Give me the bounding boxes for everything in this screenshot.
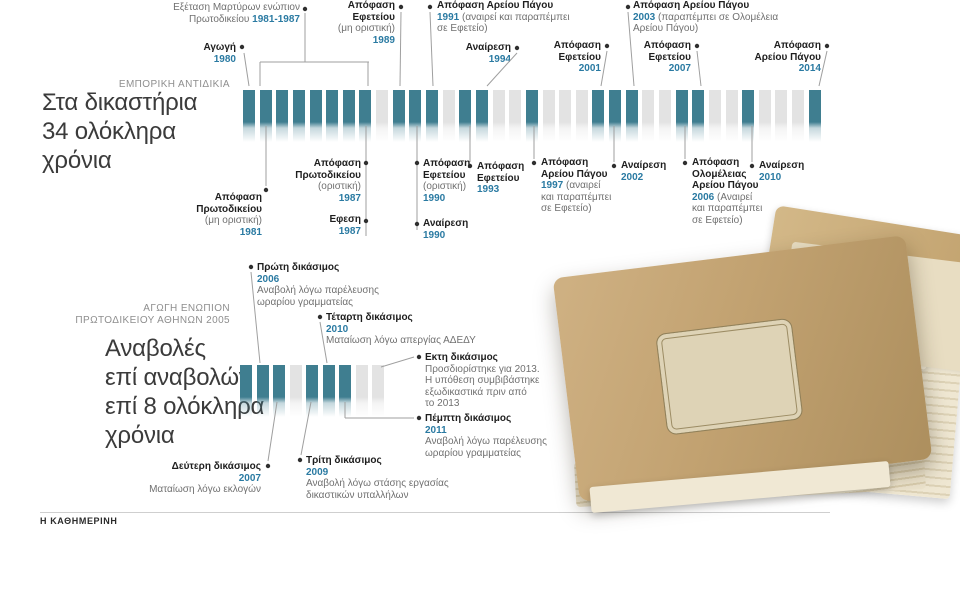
annotation-areios-pagos-1997: Απόφαση Αρείου Πάγου 1997 (αναιρεί και παρα… [541, 157, 612, 214]
year-bar-1993 [459, 90, 472, 142]
annotation-anairesi-1994: Αναίρεση 1994 [465, 42, 511, 65]
year-bar-1988 [376, 90, 389, 142]
year-bar-1995 [492, 90, 505, 142]
year-bar-1985 [326, 90, 339, 142]
year-bar-2008 [708, 90, 721, 142]
annotation-protodikeio-1981: Απόφαση Πρωτοδικείου (μη οριστική) 1981 [196, 192, 262, 238]
year-bar-2011 [758, 90, 771, 142]
annotation-areios-pagos-2014: Απόφαση Αρείου Πάγου 2014 [754, 40, 822, 74]
year-bar-1990 [409, 90, 422, 142]
annotation-witness-1981-1987: Εξέταση Μαρτύρων ενώπιον Πρωτοδικείου 198… [173, 2, 300, 25]
timeline1-bars [243, 90, 825, 142]
year-bar-2007 [692, 90, 705, 142]
annotation-efeteio-1989: Απόφαση Εφετείου (μη οριστική) 1989 [337, 0, 395, 46]
folders-photo [550, 205, 960, 518]
footer-divider [40, 512, 830, 513]
annotation-protodikeio-1987: Απόφαση Πρωτοδικείου (οριστική) 1987 [295, 158, 361, 204]
annotation-hearing1-2006: Πρώτη δικάσιμος 2006 Αναβολή λόγω παρέλευσ… [257, 262, 379, 308]
year-bar-2004 [642, 90, 655, 142]
footer-brand: Η ΚΑΘΗΜΕΡΙΝΗ [40, 516, 118, 526]
year-bar-2002 [609, 90, 622, 142]
year-bar-1984 [309, 90, 322, 142]
section1-title: Στα δικαστήρια 34 ολόκληρα χρόνια [42, 89, 198, 174]
year-bar-1992 [442, 90, 455, 142]
annotation-areios-pagos-1991: Απόφαση Αρείου Πάγου 1991 (αναιρεί και πα… [437, 0, 570, 34]
year-bar-2001 [592, 90, 605, 142]
year-bar-2006 [256, 365, 269, 417]
year-bar-1980 [243, 90, 255, 142]
year-bar-2009 [306, 365, 318, 417]
year-bar-1983 [292, 90, 305, 142]
year-bar-2003 [625, 90, 638, 142]
annotation-hearing6-2013: Εκτη δικάσιμος Προσδιορίστηκε για 2013. Η … [425, 352, 540, 409]
annotation-anairesi-1990: Αναίρεση 1990 [423, 218, 469, 241]
year-bar-2013 [372, 365, 384, 417]
year-bar-2010 [742, 90, 755, 142]
year-bar-1999 [559, 90, 572, 142]
year-bar-1991 [426, 90, 439, 142]
year-bar-2011 [339, 365, 351, 417]
annotation-hearing5-2011: Πέμπτη δικάσιμος 2011 Αναβολή λόγω παρέλευ… [425, 413, 547, 459]
year-bar-2010 [322, 365, 335, 417]
annotation-efeteio-1993: Απόφαση Εφετείου 1993 [477, 161, 525, 195]
year-bar-1994 [475, 90, 488, 142]
annotation-areios-pagos-2003: Απόφαση Αρείου Πάγου 2003 (παραπέμπει σε … [633, 0, 779, 34]
annotation-anairesi-2002: Αναίρεση 2002 [621, 160, 667, 183]
annotation-lawsuit-1980: Αγωγή 1980 [203, 42, 236, 65]
annotation-efeteio-1990: Απόφαση Εφετείου (οριστική) 1990 [423, 158, 471, 204]
year-bar-2009 [725, 90, 738, 142]
timeline2-bars [240, 365, 385, 417]
annotation-hearing2-2007: Δεύτερη δικάσιμος 2007 Ματαίωση λόγω εκλογ… [149, 461, 261, 495]
year-bar-2007 [273, 365, 285, 417]
year-bar-1981 [259, 90, 272, 142]
year-bar-2005 [659, 90, 671, 142]
year-bar-2000 [575, 90, 588, 142]
year-bar-2013 [792, 90, 805, 142]
annotation-olomeleia-2006: Απόφαση Ολομέλειας Αρείου Πάγου 2006 (Αναιρ… [692, 157, 763, 226]
year-bar-1982 [276, 90, 289, 142]
section2-kicker: ΑΓΩΓΗ ΕΝΩΠΙΟΝ ΠΡΩΤΟΔΙΚΕΙΟΥ ΑΘΗΝΩΝ 2005 [75, 303, 230, 326]
year-bar-1996 [509, 90, 522, 142]
section1-kicker: ΕΜΠΟΡΙΚΗ ΑΝΤΙΔΙΚΙΑ [118, 79, 230, 90]
section2-title: Αναβολές επί αναβολών επί 8 ολόκληρα χρόνια [105, 335, 265, 449]
annotation-efeteio-2007: Απόφαση Εφετείου 2007 [643, 40, 691, 74]
year-bar-1986 [342, 90, 355, 142]
annotation-anairesi-2010: Αναίρεση 2010 [759, 160, 805, 183]
year-bar-2012 [355, 365, 368, 417]
annotation-efesi-1987: Εφεση 1987 [329, 214, 361, 237]
year-bar-1998 [542, 90, 555, 142]
year-bar-2012 [775, 90, 788, 142]
annotation-efeteio-2001: Απόφαση Εφετείου 2001 [553, 40, 601, 74]
folder-label [655, 317, 804, 436]
year-bar-2005 [240, 365, 252, 417]
year-bar-1987 [359, 90, 372, 142]
year-bar-2006 [675, 90, 688, 142]
year-bar-1989 [392, 90, 405, 142]
year-bar-2014 [808, 90, 821, 142]
year-bar-2008 [289, 365, 302, 417]
annotation-hearing3-2009: Τρίτη δικάσιμος 2009 Αναβολή λόγω στάσης ε… [306, 455, 449, 501]
annotation-hearing4-2010: Τέταρτη δικάσιμος 2010 Ματαίωση λόγω απεργ… [326, 312, 476, 346]
year-bar-1997 [525, 90, 538, 142]
